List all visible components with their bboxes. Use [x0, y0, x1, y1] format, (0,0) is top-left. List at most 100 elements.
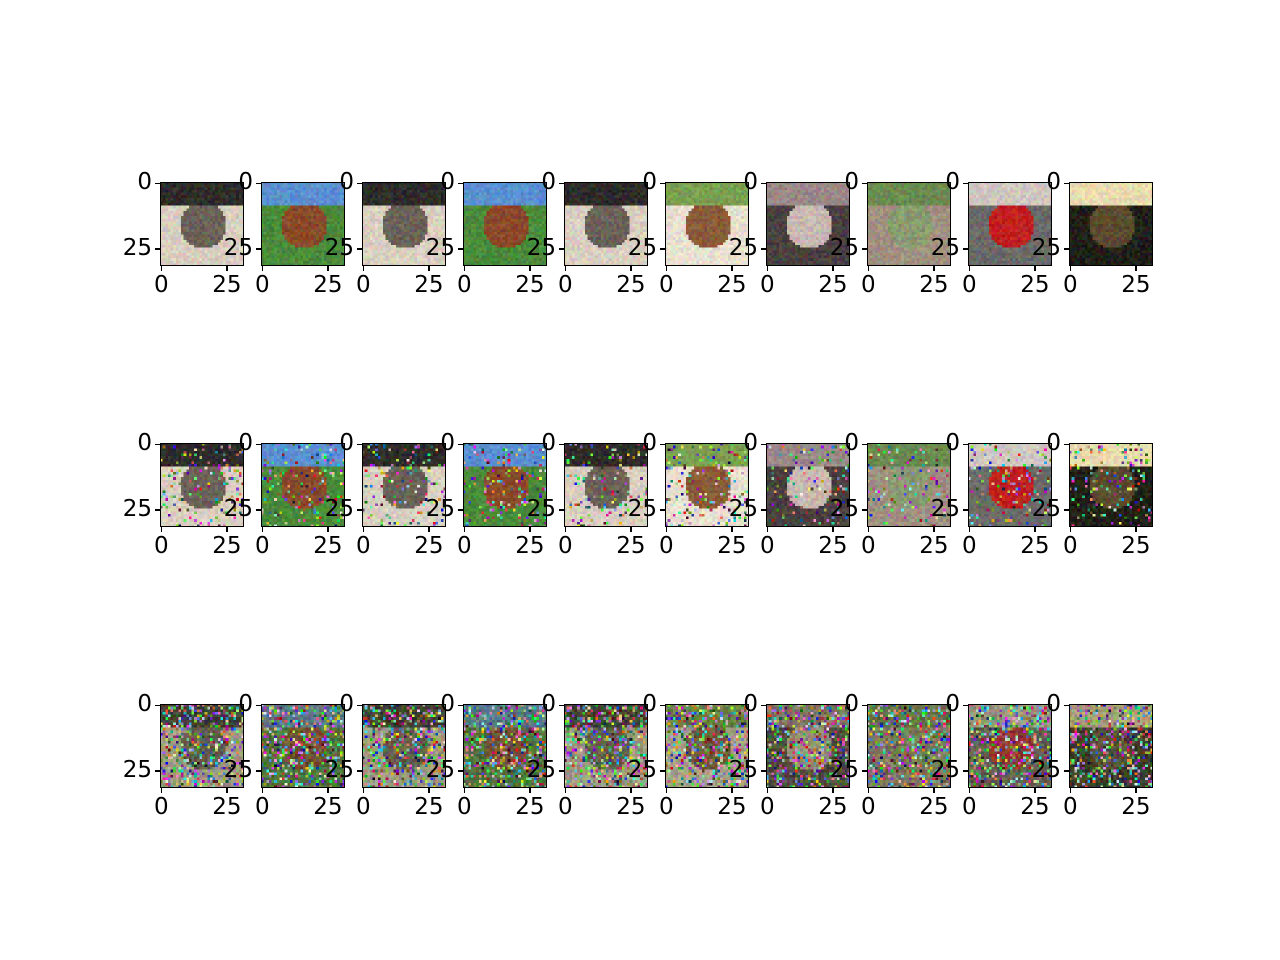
x-tick — [1069, 527, 1071, 532]
x-tick — [327, 266, 329, 271]
axes-frame — [766, 182, 850, 266]
y-tick-label: 25 — [1031, 756, 1061, 783]
axes-frame — [968, 182, 1052, 266]
axes-frame — [362, 182, 446, 266]
x-tick — [665, 788, 667, 793]
image-original-ship — [766, 182, 850, 266]
x-tick-label: 0 — [860, 272, 876, 298]
x-tick — [766, 527, 768, 532]
y-tick-label: 0 — [541, 430, 556, 457]
y-tick — [155, 770, 160, 772]
x-tick — [665, 527, 667, 532]
x-tick-label: 25 — [616, 533, 646, 559]
y-tick — [963, 770, 968, 772]
y-tick — [155, 704, 160, 706]
y-tick — [458, 182, 463, 184]
x-tick-label: 25 — [1020, 533, 1050, 559]
y-tick-label: 25 — [930, 234, 960, 261]
x-tick-label: 0 — [557, 533, 573, 559]
x-tick — [968, 527, 970, 532]
x-tick — [226, 788, 228, 793]
y-tick-label: 25 — [930, 495, 960, 522]
x-tick — [226, 266, 228, 271]
image-panel — [665, 182, 749, 266]
x-tick — [362, 788, 364, 793]
x-tick — [327, 788, 329, 793]
image-reconstructed-truck — [968, 704, 1052, 788]
y-tick-label: 25 — [526, 495, 556, 522]
y-tick-label: 25 — [223, 234, 253, 261]
axes-frame — [362, 704, 446, 788]
image-reconstructed-cat — [1069, 704, 1153, 788]
y-tick — [458, 248, 463, 250]
image-panel — [766, 704, 850, 788]
y-tick-label: 25 — [829, 234, 859, 261]
y-tick — [660, 443, 665, 445]
image-panel — [1069, 182, 1153, 266]
x-tick — [362, 266, 364, 271]
image-panel — [665, 443, 749, 527]
x-tick — [160, 527, 162, 532]
image-panel — [160, 704, 244, 788]
x-tick — [428, 788, 430, 793]
image-panel — [867, 182, 951, 266]
x-tick-label: 0 — [658, 272, 674, 298]
y-tick-label: 0 — [743, 169, 758, 196]
x-tick-label: 25 — [1020, 794, 1050, 820]
image-panel — [564, 182, 648, 266]
y-tick-label: 25 — [223, 495, 253, 522]
x-tick-label: 25 — [1020, 272, 1050, 298]
x-tick-label: 25 — [616, 272, 646, 298]
y-tick-label: 25 — [324, 756, 354, 783]
x-tick-label: 25 — [717, 533, 747, 559]
x-tick-label: 0 — [456, 794, 472, 820]
image-panel — [968, 704, 1052, 788]
x-tick-label: 25 — [212, 533, 242, 559]
y-tick — [862, 248, 867, 250]
axes-frame — [867, 704, 951, 788]
image-reconstructed-ship — [766, 704, 850, 788]
image-panel — [362, 182, 446, 266]
image-original-bird — [665, 182, 749, 266]
x-tick-label: 25 — [515, 272, 545, 298]
y-tick — [357, 704, 362, 706]
y-tick — [660, 182, 665, 184]
image-panel — [867, 443, 951, 527]
image-reconstructed-dog — [160, 704, 244, 788]
x-tick-label: 25 — [717, 272, 747, 298]
y-tick-label: 25 — [122, 495, 152, 522]
y-tick — [559, 248, 564, 250]
image-noisy-dog — [362, 443, 446, 527]
image-noisy-deer — [867, 443, 951, 527]
y-tick-label: 0 — [137, 691, 152, 718]
x-tick — [160, 788, 162, 793]
y-tick — [256, 704, 261, 706]
axes-frame — [766, 704, 850, 788]
x-tick-label: 0 — [254, 272, 270, 298]
axes-frame — [160, 182, 244, 266]
image-panel — [160, 182, 244, 266]
x-tick — [1069, 266, 1071, 271]
axes-frame — [968, 443, 1052, 527]
y-tick-label: 0 — [1046, 691, 1061, 718]
x-tick-label: 25 — [212, 794, 242, 820]
axes-frame — [1069, 704, 1153, 788]
y-tick — [155, 182, 160, 184]
y-tick-label: 25 — [122, 756, 152, 783]
y-tick — [559, 704, 564, 706]
x-tick-label: 25 — [414, 533, 444, 559]
y-tick — [761, 182, 766, 184]
x-tick-label: 0 — [153, 794, 169, 820]
y-tick — [1064, 248, 1069, 250]
image-noisy-cat — [1069, 443, 1153, 527]
y-tick-label: 0 — [844, 691, 859, 718]
image-reconstructed-horse — [261, 704, 345, 788]
y-tick-label: 0 — [339, 430, 354, 457]
image-original-dog — [160, 182, 244, 266]
y-tick — [559, 182, 564, 184]
x-tick — [564, 788, 566, 793]
x-tick-label: 0 — [658, 794, 674, 820]
y-tick — [357, 182, 362, 184]
x-tick-label: 0 — [860, 533, 876, 559]
x-tick — [731, 527, 733, 532]
